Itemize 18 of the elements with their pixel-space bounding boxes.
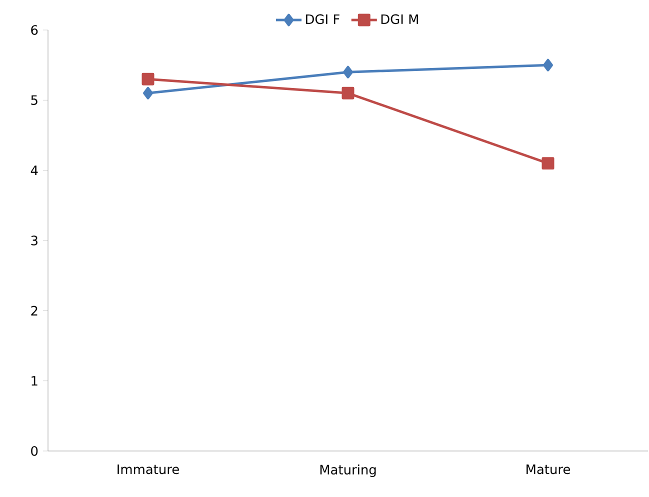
point (342, 86, 354, 100)
legend-label: DGI F (306, 14, 340, 24)
point (543, 58, 553, 72)
y-tick-label: 2 (31, 306, 38, 316)
x-tick-label: Mature (526, 464, 570, 474)
y-tick-label: 0 (31, 446, 38, 456)
y-tick-label: 5 (31, 95, 38, 105)
point (542, 157, 554, 170)
point (142, 72, 154, 86)
point (343, 66, 353, 78)
y-tick-label: 4 (30, 166, 38, 176)
point (143, 86, 153, 100)
y-tick-label: 3 (31, 236, 38, 246)
y-tick-label: 1 (32, 376, 38, 386)
y-tick-label: 6 (31, 25, 38, 35)
legend-label: DGI M (381, 14, 418, 24)
x-tick-label: Maturing (320, 464, 376, 478)
x-tick-label: Immature (118, 464, 179, 474)
